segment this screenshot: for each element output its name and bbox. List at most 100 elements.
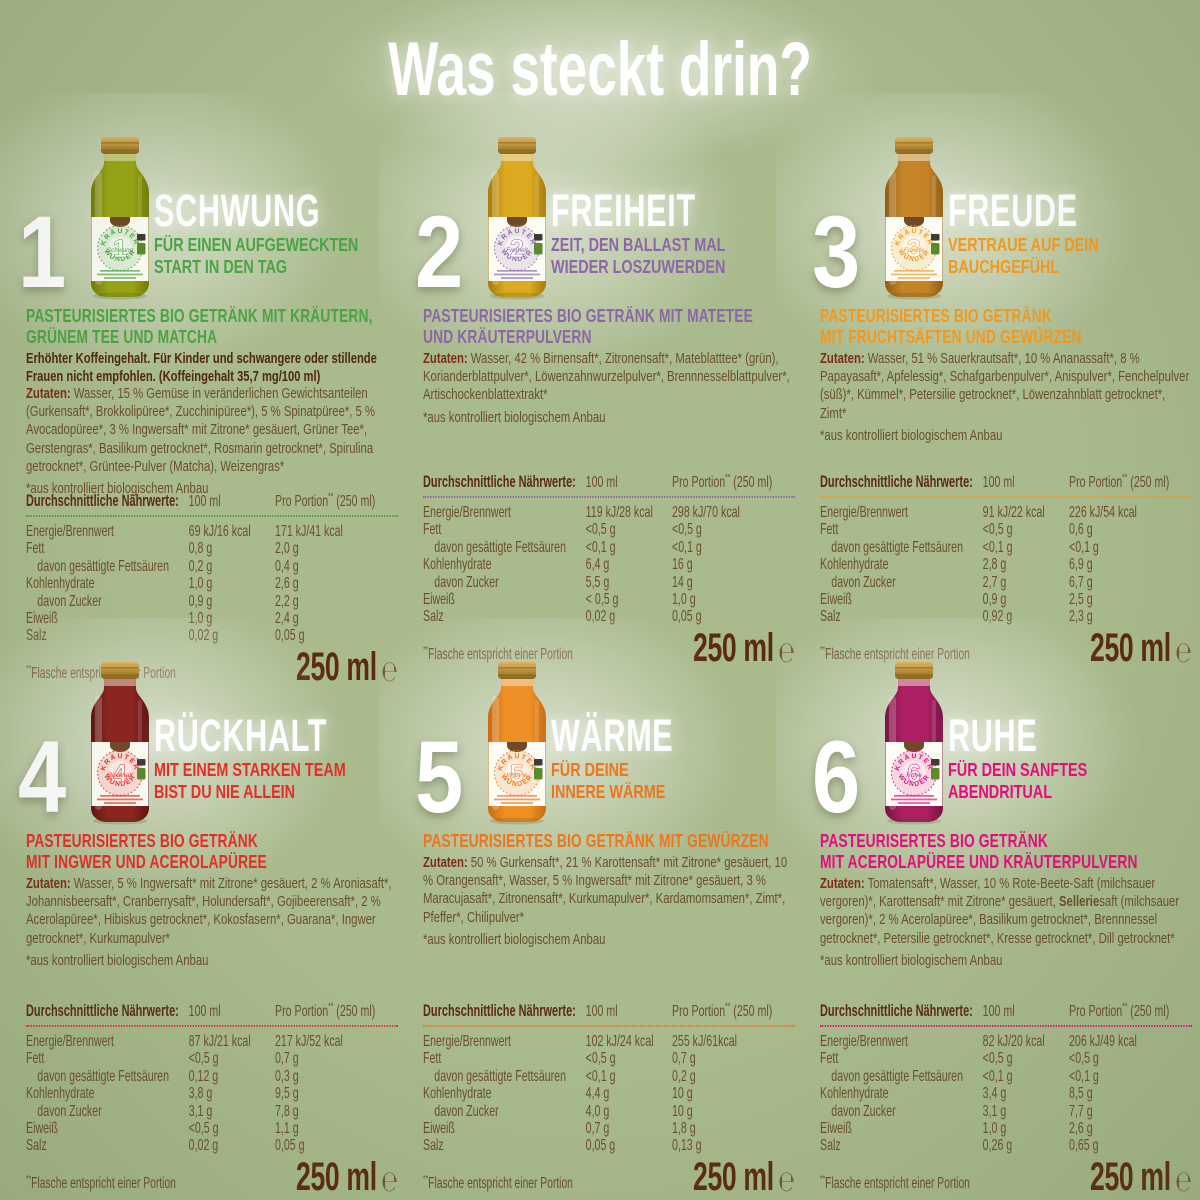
nutrition-row: Kohlenhydrate 2,8 g 6,9 g [820,556,1093,574]
col-portion-label: Pro Portion** (250 ml) [1069,1001,1170,1020]
nutrition-row: Fett <0,5 g <0,5 g [423,521,702,539]
ingredients-text: 50 % Gurkensaft*, 21 % Karottensaft* mit… [423,854,788,926]
nutrition-row: Eiweiß <0,5 g 1,1 g [26,1120,299,1138]
nutrition-row: Eiweiß 0,7 g 1,8 g [423,1120,696,1138]
nutrition-header-label: Durchschnittliche Nährwerte: [820,473,973,491]
product-number: 5 [415,720,464,834]
nutrition-header-label: Durchschnittliche Nährwerte: [26,1002,179,1020]
product-description-heading: PASTEURISIERTES BIO GETRÄNK MIT INGWER UN… [26,830,267,872]
brand-logo [507,217,527,227]
bottle-slot: KRÄUTER WUNDER 3 Freude [858,135,970,306]
bottle-slot: KRÄUTER WUNDER 5 Wärme [461,660,573,831]
zutaten-label: Zutaten: [423,350,468,367]
svg-text:Freude: Freude [904,247,925,254]
nutrition-row: Salz 0,05 g 0,13 g [423,1137,702,1155]
ingredients-text: Wasser, 15 % Gemüse in veränderlichen Ge… [26,385,376,475]
zutaten-label: Zutaten: [820,350,865,367]
product-number: 4 [18,720,67,834]
product-description-heading: PASTEURISIERTES BIO GETRÄNK MIT MATETEE U… [423,305,753,347]
nutrition-row: Fett <0,5 g 0,7 g [423,1050,696,1068]
nutrition-row: Eiweiß 0,9 g 2,5 g [820,591,1093,609]
nutrition-row: Kohlenhydrate 4,4 g 10 g [423,1085,693,1103]
bottle-cap [498,137,536,154]
nutrition-row: davon gesättigte Fettsäuren <0,1 g <0,1 g [831,538,1099,556]
bottle-illustration: KRÄUTER WUNDER 5 Wärme [488,662,546,825]
product-details: PASTEURISIERTES BIO GETRÄNK MIT MATETEE U… [423,305,796,427]
product-details: PASTEURISERTES BIO GETRÄNK MIT ACEROLAPÜR… [820,830,1193,970]
nutrition-header-row: Durchschnittliche Nährwerte: 100 ml Pro … [26,1002,398,1027]
estimated-sign-icon: ℮ [1175,1163,1192,1198]
eu-organic-logo [137,243,146,255]
nutrition-row: Energie/Brennwert 87 kJ/21 kcal 217 kJ/52 … [26,1033,343,1050]
product-tagline: FÜR EINEN AUFGEWECKTEN START IN DEN TAG [154,235,359,277]
brand-logo [904,742,924,752]
nutrition-rows: Energie/Brennwert 87 kJ/21 kcal 217 kJ/52 … [26,1033,398,1155]
product-details: PASTEURISIERTES BIO GETRÄNK MIT KRÄUTERN… [26,305,399,498]
brand-logo [110,742,130,752]
nutrition-header-row: Durchschnittliche Nährwerte: 100 ml Pro … [820,1002,1192,1027]
bottle-slot: KRÄUTER WUNDER 2 Freiheit [461,135,573,306]
brand-logo [507,742,527,752]
badge-circle [891,225,937,271]
product-description-heading: PASTEURISIERTES BIO GETRÄNK MIT GEWÜRZEN [423,830,769,851]
col-portion-label: Pro Portion** (250 ml) [275,491,376,510]
nutrition-row: davon Zucker 4,0 g 10 g [434,1102,693,1120]
certification-mark [137,234,146,241]
product-details: PASTEURISIERTES BIO GETRÄNK MIT INGWER UN… [26,830,399,970]
product-panel: 3 KRÄUTER WUNDER 3 Freude FREUDE VERTRAU… [776,93,1197,668]
col-portion-label: Pro Portion** (250 ml) [672,1001,773,1020]
organic-note: *aus kontrolliert biologischem Anbau [423,930,606,948]
product-description-heading: PASTEURISIERTES BIO GETRÄNK MIT FRUCHTSÄF… [820,305,1082,347]
bottle-cap [101,137,139,154]
ingredients-paragraph: Zutaten: Wasser, 5 % Ingwersaft* mit Zit… [26,875,399,948]
svg-text:Wärme: Wärme [507,772,528,779]
svg-text:Schwung: Schwung [107,247,134,254]
zutaten-label: Zutaten: [820,875,865,892]
ingredients-text: Wasser, 42 % Birnensaft*, Zitronensaft*,… [423,350,790,404]
nutrition-row: davon Zucker 0,9 g 2,2 g [37,592,299,610]
background-glow [776,618,1171,923]
ingredients-text: Wasser, 51 % Sauerkrautsaft*, 10 % Anana… [820,350,1190,422]
nutrition-table: Durchschnittliche Nährwerte: 100 ml Pro … [26,1002,398,1199]
nutrition-row: Fett <0,5 g <0,5 g [820,1050,1099,1068]
nutrition-row: Energie/Brennwert 119 kJ/28 kcal 298 kJ/70… [423,504,740,521]
background-glow [379,618,774,923]
nutrition-header-label: Durchschnittliche Nährwerte: [820,1002,973,1020]
badge-circle [891,750,937,796]
organic-note: *aus kontrolliert biologischem Anbau [26,951,209,969]
nutrition-header-row: Durchschnittliche Nährwerte: 100 ml Pro … [423,473,795,498]
brand-logo [904,217,924,227]
nutrition-row: davon Zucker 5,5 g 14 g [434,573,693,591]
brand-logo [110,217,130,227]
certification-mark [534,759,543,766]
badge-number: 4 [113,760,127,788]
product-number: 6 [812,720,861,834]
col-100ml-label: 100 ml [188,493,221,510]
ingredients-text: Tomatensaft*, Wasser, 10 % Rote-Beete-Sa… [820,875,1180,947]
nutrition-footnote: **Flasche entspricht einer Portion [423,1173,573,1193]
bottle-cap [101,662,139,679]
product-name: WÄRME [551,710,674,761]
col-100ml-label: 100 ml [585,474,618,491]
nutrition-header-row: Durchschnittliche Nährwerte: 100 ml Pro … [820,473,1192,498]
certification-mark [137,759,146,766]
product-name: FREUDE [948,185,1078,236]
nutrition-row: davon gesättigte Fettsäuren 0,2 g 0,4 g [37,557,299,575]
background-glow [776,93,1171,398]
nutrition-footer: **Flasche entspricht einer Portion 250 m… [423,1157,795,1197]
nutrition-row: Kohlenhydrate 6,4 g 16 g [423,556,693,574]
nutrition-row: Energie/Brennwert 69 kJ/16 kcal 171 kJ/41 … [26,523,343,540]
svg-text:Rückhalt: Rückhalt [107,772,133,779]
product-description-heading: PASTEURISERTES BIO GETRÄNK MIT ACEROLAPÜR… [820,830,1138,872]
nutrition-header-label: Durchschnittliche Nährwerte: [423,1002,576,1020]
bottle-illustration: KRÄUTER WUNDER 1 Schwung [91,137,149,300]
nutrition-rows: Energie/Brennwert 119 kJ/28 kcal 298 kJ/70… [423,504,795,626]
nutrition-row: davon gesättigte Fettsäuren <0,1 g <0,1 g [831,1067,1099,1085]
nutrition-row: davon Zucker 2,7 g 6,7 g [831,573,1093,591]
bottle-illustration: KRÄUTER WUNDER 3 Freude [885,137,943,300]
badge-circle [494,225,540,271]
volume-label: 250 ml℮ [296,1154,398,1199]
product-tagline: FÜR DEIN SANFTES ABENDRITUAL [948,760,1088,802]
